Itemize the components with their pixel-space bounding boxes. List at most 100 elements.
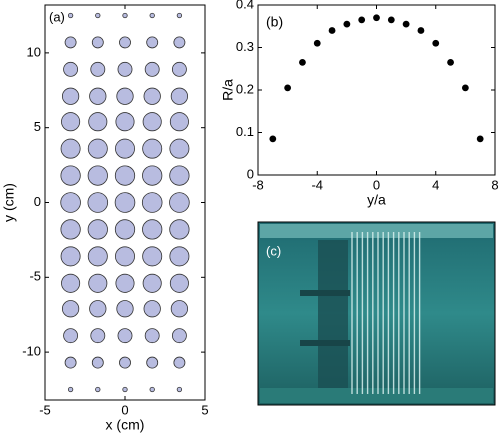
hole	[169, 219, 190, 240]
hole	[171, 61, 187, 77]
point	[417, 27, 425, 34]
hole	[142, 165, 163, 186]
hole	[63, 328, 79, 344]
hole	[170, 87, 189, 105]
y-tick-label: 0.4	[236, 0, 254, 11]
y-tick-label: 5	[34, 119, 41, 134]
hole	[88, 273, 108, 293]
hole	[144, 61, 160, 77]
hole	[87, 138, 108, 159]
point	[284, 84, 292, 92]
panel-label: (b)	[266, 14, 283, 30]
y-tick-label: 0	[34, 194, 41, 209]
point	[432, 39, 440, 47]
hole	[142, 112, 162, 132]
hole	[87, 165, 108, 186]
y-tick-label: 0.3	[236, 39, 254, 54]
point	[476, 135, 484, 143]
hole	[176, 12, 183, 19]
hole	[61, 112, 81, 132]
hole	[87, 219, 108, 240]
hole	[117, 61, 133, 77]
axes-frame	[257, 4, 496, 176]
hole	[142, 246, 163, 267]
hole	[144, 328, 160, 344]
hole	[169, 165, 190, 186]
x-tick-label: 5	[201, 402, 208, 417]
hole	[115, 246, 135, 267]
hole	[67, 12, 74, 19]
rods	[351, 232, 421, 394]
x-tick-label: 4	[432, 177, 439, 192]
hole	[95, 386, 101, 393]
hole	[64, 356, 77, 369]
x-tick-label: 0	[121, 402, 128, 417]
hole	[146, 356, 159, 369]
hole	[95, 12, 101, 19]
hole	[63, 61, 79, 77]
beam	[300, 290, 350, 296]
hole	[149, 386, 155, 393]
hole	[141, 192, 163, 213]
point	[299, 58, 306, 66]
beam	[300, 340, 350, 346]
hole	[90, 328, 106, 344]
hole	[142, 219, 163, 240]
y-tick-label: 0.1	[236, 124, 254, 139]
hole	[115, 273, 135, 293]
hole	[169, 273, 189, 293]
x-tick-label: -5	[39, 402, 51, 417]
floor	[260, 388, 493, 403]
point	[387, 16, 395, 24]
hole	[61, 273, 81, 293]
panel-label: (c)	[266, 243, 281, 258]
hole	[114, 192, 136, 213]
hole	[115, 112, 135, 132]
x-axis-label: y/a	[367, 192, 386, 208]
hole	[90, 61, 106, 77]
hole	[170, 300, 189, 318]
hole	[87, 192, 109, 213]
hole	[60, 219, 81, 240]
hole	[60, 192, 81, 213]
point	[328, 27, 336, 34]
x-tick-label: 0	[373, 177, 380, 192]
x-tick-label: 8	[491, 177, 498, 192]
hole	[119, 356, 131, 369]
point	[358, 16, 366, 24]
hole	[115, 138, 135, 159]
y-tick-label: -10	[22, 344, 41, 359]
hole	[87, 246, 108, 267]
hole	[149, 12, 155, 19]
hole	[169, 138, 190, 159]
x-tick-label: -8	[252, 177, 264, 192]
y-tick-label: 0	[247, 166, 254, 181]
photo: (c)	[257, 221, 496, 406]
hole	[171, 328, 187, 344]
hole	[173, 356, 186, 369]
surface	[260, 224, 493, 238]
hole	[91, 36, 104, 49]
hole	[60, 165, 81, 186]
hole	[61, 300, 80, 318]
y-tick-label: 0.2	[236, 81, 254, 96]
hole	[67, 386, 74, 393]
point	[373, 14, 380, 22]
point	[447, 58, 454, 66]
hole	[114, 219, 136, 240]
hole	[169, 112, 189, 132]
point	[343, 20, 351, 28]
y-tick-label: -5	[29, 269, 41, 284]
hole	[122, 12, 128, 19]
hole	[117, 328, 133, 344]
x-axis-label: x (cm)	[106, 417, 145, 433]
hole	[89, 300, 107, 318]
hole	[119, 36, 131, 49]
hole	[142, 273, 162, 293]
point	[313, 39, 321, 47]
hole	[116, 87, 134, 105]
hole	[60, 246, 81, 267]
hole	[169, 246, 190, 267]
point	[461, 84, 469, 92]
